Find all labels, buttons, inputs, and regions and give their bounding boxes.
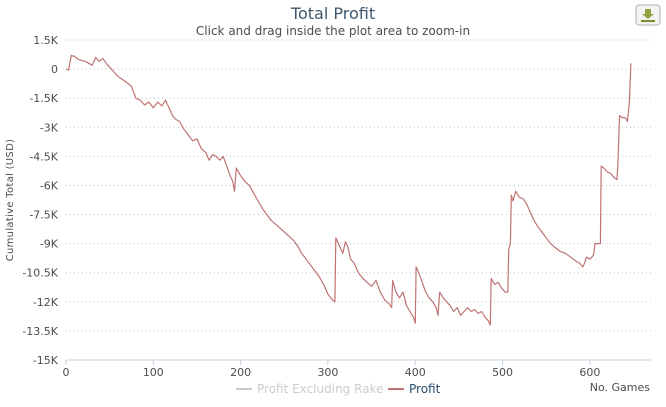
download-icon xyxy=(641,9,655,22)
chart-title: Total Profit xyxy=(290,4,375,23)
export-button[interactable] xyxy=(635,4,661,26)
legend-label-profit[interactable]: Profit xyxy=(409,382,441,396)
y-tick-label: -15K xyxy=(33,354,59,367)
y-tick-label: 0 xyxy=(51,63,58,76)
x-tick-label: 200 xyxy=(230,366,251,379)
x-tick-label: 0 xyxy=(63,366,70,379)
chart-subtitle: Click and drag inside the plot area to z… xyxy=(196,24,470,38)
y-tick-label: -13.5K xyxy=(22,325,58,338)
y-tick-label: -7.5K xyxy=(29,209,58,222)
y-tick-label: -10.5K xyxy=(22,267,58,280)
y-tick-label: -1.5K xyxy=(29,92,58,105)
y-axis-title: Cumulative Total (USD) xyxy=(5,139,16,262)
y-tick-label: 1.5K xyxy=(33,34,58,47)
x-tick-label: 100 xyxy=(143,366,164,379)
x-axis-title: No. Games xyxy=(590,381,651,394)
x-tick-label: 400 xyxy=(405,366,426,379)
legend: Profit Excluding Rake Profit xyxy=(236,382,441,396)
plot-area[interactable] xyxy=(65,40,651,360)
series-line-profit xyxy=(65,54,632,326)
x-tick-label: 300 xyxy=(317,366,338,379)
x-tick-label: 500 xyxy=(492,366,513,379)
y-tick-label: -4.5K xyxy=(29,150,58,163)
y-tick-label: -12K xyxy=(33,296,59,309)
legend-label-profit-excluding-rake[interactable]: Profit Excluding Rake xyxy=(257,382,383,396)
y-tick-label: -6K xyxy=(40,179,59,192)
x-axis: 0 100 200 300 400 500 600 xyxy=(63,359,651,379)
y-tick-label: -9K xyxy=(40,238,59,251)
y-tick-label: -3K xyxy=(40,121,59,134)
legend-item-profit[interactable]: Profit xyxy=(388,382,441,396)
x-tick-label: 600 xyxy=(579,366,600,379)
y-axis-labels: 1.5K 0 -1.5K -3K -4.5K -6K -7.5K -9K -10.5K -12K -… xyxy=(22,34,58,367)
legend-item-profit-excluding-rake[interactable]: Profit Excluding Rake xyxy=(236,382,383,396)
plot-background[interactable] xyxy=(66,40,651,360)
